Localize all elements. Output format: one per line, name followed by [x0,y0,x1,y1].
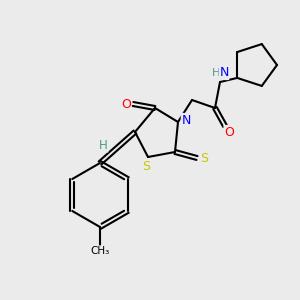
Text: O: O [121,98,131,110]
Text: H: H [212,68,220,78]
Text: N: N [219,67,229,80]
Text: S: S [200,152,208,164]
Text: CH₃: CH₃ [90,246,110,256]
Text: H: H [99,139,108,152]
Text: N: N [181,113,191,127]
Text: S: S [142,160,150,172]
Text: O: O [224,125,234,139]
